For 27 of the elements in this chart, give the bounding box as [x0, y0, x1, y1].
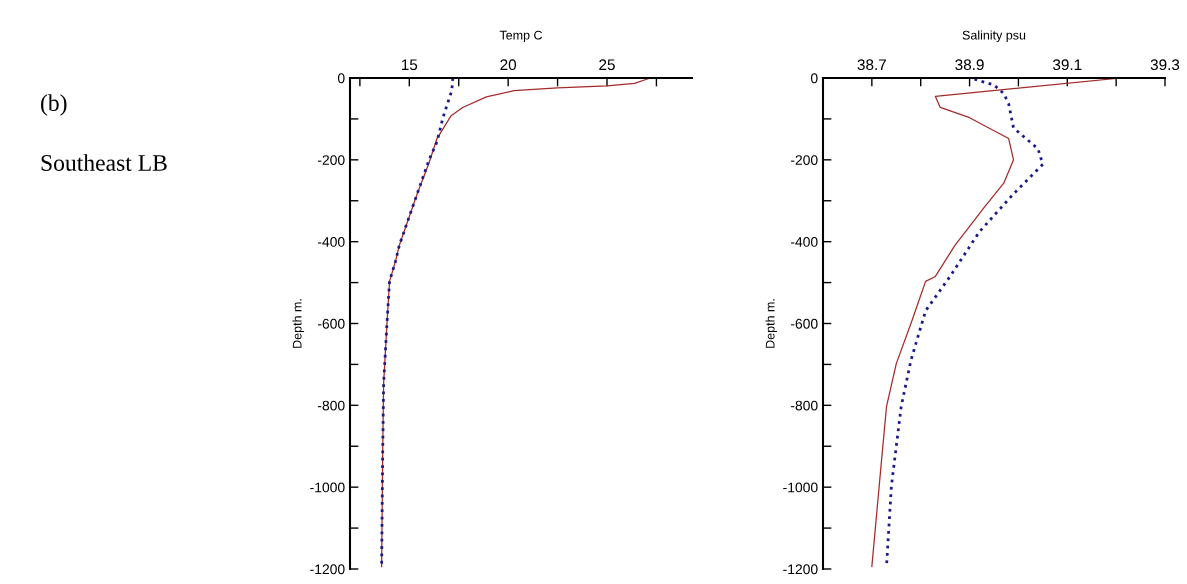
y-tick-label: -800: [790, 400, 818, 411]
x-tick-label: 39.1: [1053, 59, 1082, 71]
text: Southeast LB: [41, 154, 167, 171]
x-tick-label: 38.7: [857, 59, 886, 71]
y-tick-label: -800: [317, 400, 345, 411]
y-tick-label: -600: [790, 318, 818, 329]
x-axis-title: Temp C: [499, 30, 543, 43]
y-tick-label: 0: [810, 73, 818, 84]
x-tick-label: 25: [599, 59, 615, 71]
y-tick-label: -200: [317, 155, 345, 165]
y-tick-label: -600: [317, 318, 345, 329]
y-tick-label: -1000: [783, 482, 818, 493]
y-tick-label: -1200: [783, 564, 818, 575]
y-axis-title: Depth m.: [292, 299, 305, 348]
x-tick-label: 39.3: [1150, 59, 1180, 71]
x-tick-label: 38.9: [955, 59, 984, 71]
y-tick-label: -400: [790, 237, 818, 247]
y-axis-title: Depth m.: [765, 299, 778, 348]
y-tick-label: -400: [317, 237, 345, 247]
x-tick-label: 15: [401, 59, 418, 71]
text: (b): [41, 94, 67, 116]
y-tick-label: -1000: [310, 482, 345, 493]
y-tick-label: -200: [790, 155, 818, 165]
y-tick-label: 0: [337, 73, 345, 84]
x-axis-title: Salinity psu: [962, 30, 1026, 43]
x-tick-label: 20: [500, 59, 517, 71]
y-tick-label: -1200: [310, 564, 345, 575]
